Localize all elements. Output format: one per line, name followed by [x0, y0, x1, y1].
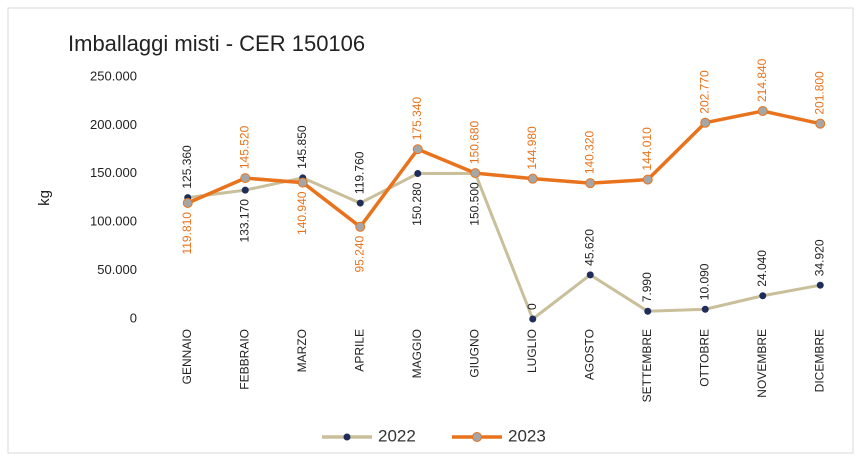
y-tick-label: 150.000 — [90, 165, 137, 180]
point — [241, 186, 249, 194]
data-label: 150.500 — [467, 182, 481, 226]
data-label: 125.360 — [180, 145, 194, 189]
data-label: 214.840 — [755, 58, 769, 102]
x-tick-label: GENNAIO — [180, 329, 194, 384]
y-tick-label: 50.000 — [97, 262, 137, 277]
legend-marker — [472, 432, 482, 442]
point — [356, 199, 364, 207]
data-label: 140.940 — [295, 191, 309, 235]
x-tick-label: MAGGIO — [410, 329, 424, 378]
data-label: 7.990 — [640, 272, 654, 302]
x-tick-label: AGOSTO — [582, 329, 596, 380]
point — [355, 221, 366, 232]
frame — [7, 7, 854, 454]
point — [297, 177, 308, 188]
x-tick-label: APRILE — [352, 329, 366, 372]
point — [644, 307, 652, 315]
x-tick-label: LUGLIO — [525, 329, 539, 373]
point — [586, 271, 594, 279]
data-label: 24.040 — [755, 250, 769, 287]
point — [701, 305, 709, 313]
series-line — [187, 171, 821, 321]
series-line — [187, 109, 821, 229]
point — [527, 173, 538, 184]
x-tick-label: GIUGNO — [467, 329, 481, 378]
y-tick-label: 100.000 — [90, 214, 137, 229]
point — [757, 106, 768, 117]
point — [470, 168, 481, 179]
y-tick-label: 200.000 — [90, 117, 137, 132]
data-label: 140.320 — [582, 130, 596, 174]
data-label: 119.810 — [180, 212, 194, 255]
legend-label: 2022 — [378, 426, 416, 445]
data-label: 34.920 — [812, 239, 826, 276]
point — [816, 281, 824, 289]
x-tick-label: OTTOBRE — [697, 329, 711, 387]
data-label: 45.620 — [582, 229, 596, 266]
data-label: 145.850 — [295, 125, 309, 169]
legend-marker — [343, 433, 351, 441]
x-tick-label: DICEMBRE — [812, 329, 826, 392]
y-tick-label: 0 — [130, 310, 137, 325]
data-label: 145.520 — [237, 125, 251, 169]
x-tick-label: MARZO — [295, 329, 309, 372]
data-label: 133.170 — [237, 199, 251, 243]
legend-label: 2023 — [508, 426, 546, 445]
data-label: 202.770 — [697, 70, 711, 114]
data-label: 95.240 — [352, 235, 366, 272]
data-label: 201.800 — [812, 71, 826, 115]
point — [585, 178, 596, 189]
data-label: 150.680 — [467, 120, 481, 164]
point — [759, 292, 767, 300]
data-label: 175.340 — [410, 97, 424, 141]
chart-title: Imballaggi misti - CER 150106 — [68, 31, 365, 56]
y-axis-label: kg — [36, 190, 53, 206]
point — [529, 315, 537, 323]
data-label: 0 — [525, 303, 539, 310]
point — [412, 144, 423, 155]
point — [182, 198, 193, 209]
point — [815, 118, 826, 129]
point — [240, 173, 251, 184]
point — [642, 174, 653, 185]
data-label: 10.090 — [697, 263, 711, 300]
y-tick-label: 250.000 — [90, 68, 137, 83]
data-label: 144.010 — [640, 127, 654, 171]
data-label: 119.760 — [352, 151, 366, 194]
point — [414, 170, 422, 178]
data-label: 150.280 — [410, 182, 424, 226]
x-tick-label: SETTEMBRE — [640, 329, 654, 402]
data-label: 144.980 — [525, 126, 539, 170]
x-tick-label: FEBBRAIO — [237, 329, 251, 390]
point — [700, 117, 711, 128]
x-tick-label: NOVEMBRE — [755, 329, 769, 398]
